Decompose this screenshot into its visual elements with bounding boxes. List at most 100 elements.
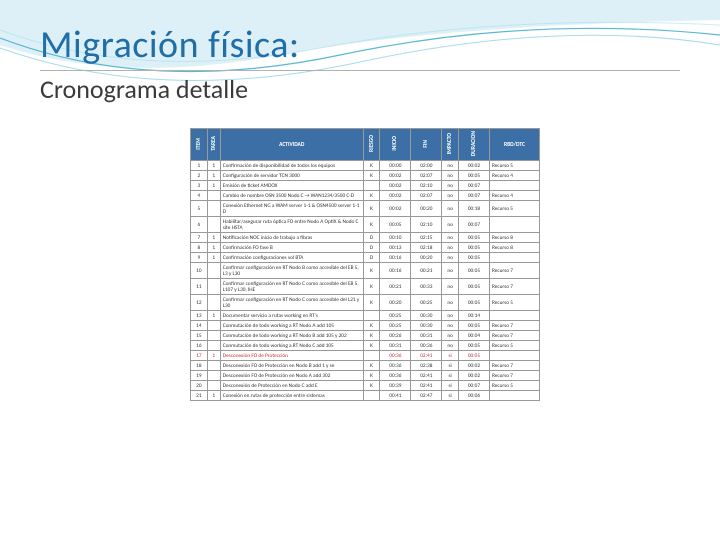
cell: D	[363, 243, 380, 253]
cell: Configuración de servidor TCN 3000	[220, 171, 363, 181]
cell: Conmutación de todo working a RT Nodo C …	[220, 341, 363, 351]
cell: no	[442, 341, 459, 351]
cell: 00:36	[380, 351, 411, 361]
cell	[363, 351, 380, 361]
cell	[489, 253, 539, 263]
cell: 00:20	[411, 253, 442, 263]
cell: 00:20	[380, 295, 411, 311]
cell: 00:05	[458, 233, 489, 243]
cell	[207, 381, 220, 391]
cell: si	[442, 361, 459, 371]
table-row: 91Confirmación configuraciones vol BTAD0…	[191, 253, 540, 263]
cell: 00:36	[380, 371, 411, 381]
cell: Emisión de ticket AMDOX	[220, 181, 363, 191]
cell	[207, 191, 220, 201]
table-row: 18Desconexión FO de Protección en Nodo B…	[191, 361, 540, 371]
cell: no	[442, 253, 459, 263]
cell: 1	[191, 161, 208, 171]
cell: 00:07	[458, 181, 489, 191]
cell: K	[363, 331, 380, 341]
cell: 00:00	[380, 161, 411, 171]
table-row: 131Documentar servicio a rutas working e…	[191, 311, 540, 321]
cell: 3	[191, 181, 208, 191]
cell: D	[363, 253, 380, 263]
cell: 02:41	[411, 371, 442, 381]
cell: 00:07	[458, 191, 489, 201]
cell: Recurso 7	[489, 279, 539, 295]
table-row: 11Confirmación de disponibilidad de todo…	[191, 161, 540, 171]
cell: 11	[191, 279, 208, 295]
cell: 00:05	[458, 243, 489, 253]
cell: 00:02	[380, 171, 411, 181]
cell: K	[363, 341, 380, 351]
cell: 00:20	[411, 201, 442, 217]
cell: 00:18	[458, 201, 489, 217]
cell: no	[442, 331, 459, 341]
col-duracion: DURACION	[471, 131, 477, 156]
cell: no	[442, 201, 459, 217]
cell: Conexión en rutas de protección entre si…	[220, 391, 363, 401]
cell: 10	[191, 263, 208, 279]
cell: 00:02	[380, 181, 411, 191]
cell: 1	[207, 253, 220, 263]
cell: Desconexión FO de Protección en Nodo B a…	[220, 361, 363, 371]
slide-title: Migración física:	[40, 22, 680, 71]
table-row: 6Habilitar/asegurar ruta óptica FO entre…	[191, 217, 540, 233]
cell: Recurso 5	[489, 341, 539, 351]
col-inicio: INICIO	[392, 136, 398, 151]
cell: 00:05	[458, 341, 489, 351]
cell: 00:41	[380, 391, 411, 401]
cell: 00:02	[380, 201, 411, 217]
table-row: 81Confirmación FO fase BD00:1302:18no00:…	[191, 243, 540, 253]
cell: Confirmar configuración en RT Nodo C com…	[220, 279, 363, 295]
cell: 20	[191, 381, 208, 391]
cell: Recurso 4	[489, 191, 539, 201]
cell: 1	[207, 243, 220, 253]
cell: 1	[207, 311, 220, 321]
cell: Recurso 7	[489, 361, 539, 371]
table-row: 211Conexión en rutas de protección entre…	[191, 391, 540, 401]
cell: D	[363, 233, 380, 243]
cell: Confirmación configuraciones vol BTA	[220, 253, 363, 263]
cell: Confirmar configuración en RT Nodo B com…	[220, 263, 363, 279]
cell	[207, 295, 220, 311]
table-row: 71Notificación NOC inicio de trabajo a f…	[191, 233, 540, 243]
cell: 00:25	[411, 295, 442, 311]
cell: K	[363, 361, 380, 371]
cell: 02:41	[411, 381, 442, 391]
cell: Recurso 7	[489, 371, 539, 381]
table-row: 31Emisión de ticket AMDOX00:0202:10no00:…	[191, 181, 540, 191]
col-tarea: TAREA	[211, 136, 217, 151]
cell	[207, 279, 220, 295]
cell: Recurso 5	[489, 201, 539, 217]
cell: 00:07	[458, 381, 489, 391]
cell: no	[442, 191, 459, 201]
table-row: 15Conmutación de todo working a RT Nodo …	[191, 331, 540, 341]
cell: Recurso 8	[489, 233, 539, 243]
cell: 00:10	[380, 233, 411, 243]
cell: 00:02	[380, 191, 411, 201]
cell	[489, 217, 539, 233]
cell: 00:30	[411, 321, 442, 331]
cell: Desconexión FO de Protección en Nodo A a…	[220, 371, 363, 381]
cell: Notificación NOC inicio de trabajo a fib…	[220, 233, 363, 243]
cell: 00:02	[458, 371, 489, 381]
slide-subtitle: Cronograma detalle	[40, 73, 680, 105]
cell: 5	[191, 201, 208, 217]
cell: 17	[191, 351, 208, 361]
cell	[207, 263, 220, 279]
cell: K	[363, 191, 380, 201]
table-row: 10 Confirmar configuración en RT Nodo B c…	[191, 263, 540, 279]
cell: 00:31	[411, 331, 442, 341]
cell: K	[363, 279, 380, 295]
col-impacto: IMPACTO	[447, 133, 453, 154]
cell	[489, 351, 539, 361]
cell: 1	[207, 233, 220, 243]
cell: 02:38	[411, 361, 442, 371]
cell: 00:05	[458, 351, 489, 361]
cell: 00:31	[380, 341, 411, 351]
cell: 6	[191, 217, 208, 233]
cell: 02:07	[411, 191, 442, 201]
table-header-row: ITEM TAREA ACTIVIDAD RIESGO INICIO FIN I…	[191, 129, 540, 161]
cell	[207, 371, 220, 381]
